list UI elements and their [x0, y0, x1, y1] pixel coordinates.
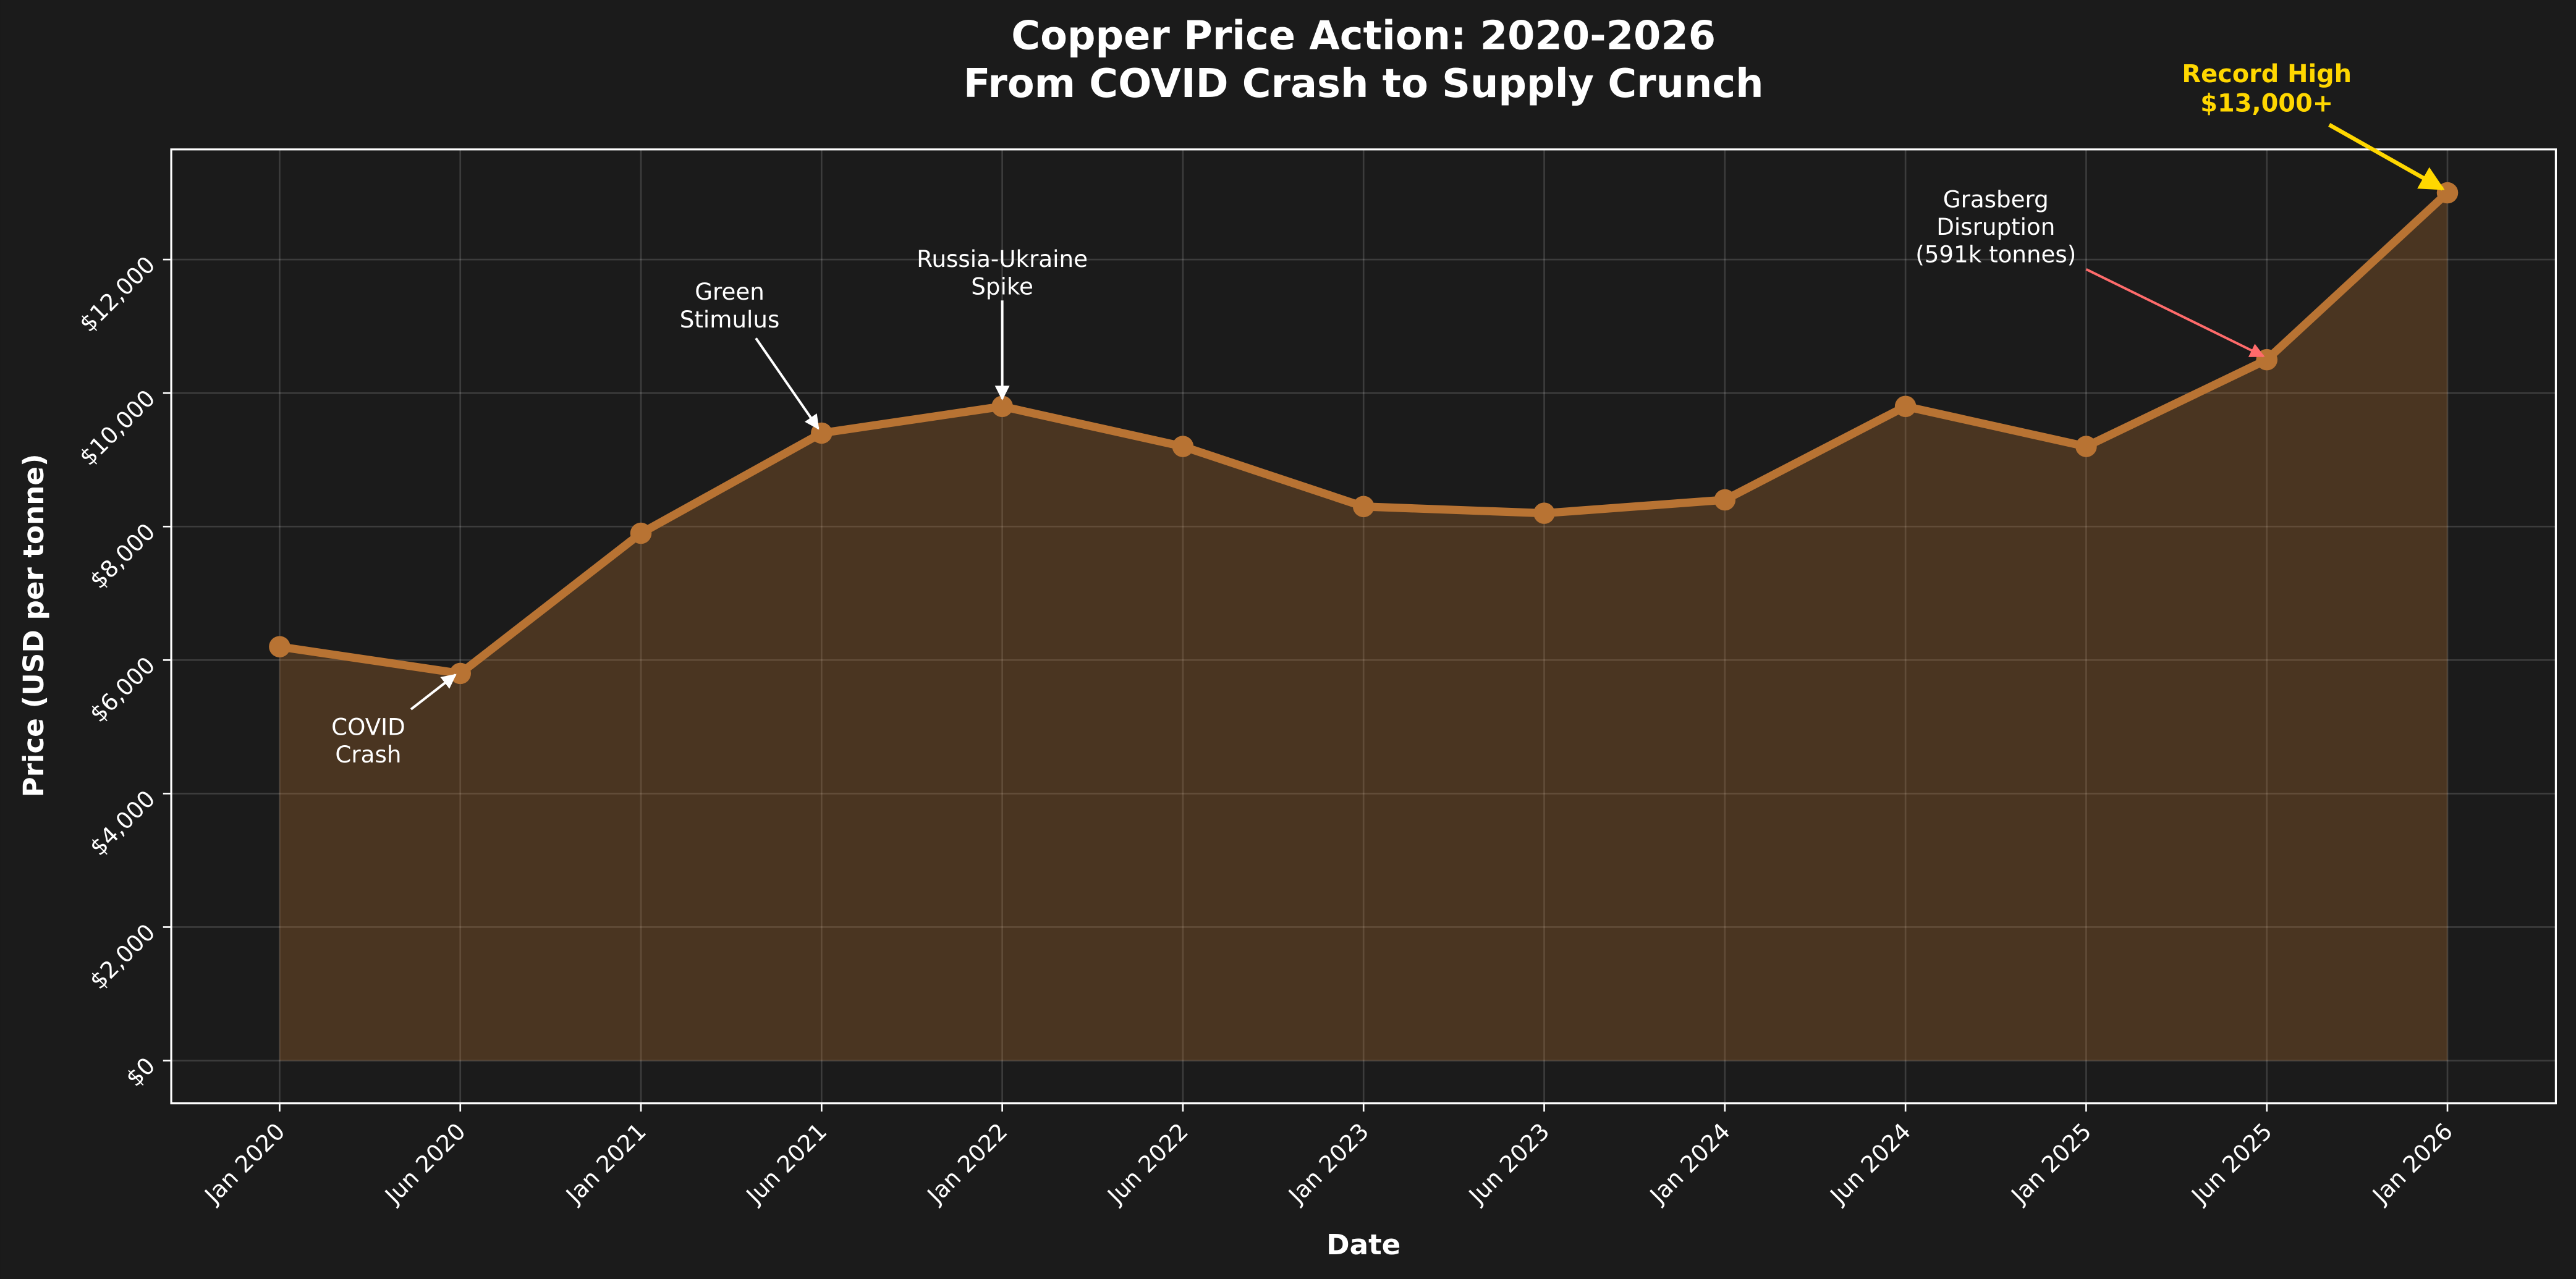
marker — [1894, 395, 1917, 418]
marker — [1172, 436, 1194, 457]
marker — [991, 395, 1013, 418]
marker — [630, 522, 652, 544]
annotation-arrow — [410, 673, 457, 711]
annotation: Grasberg Disruption (591k tonnes) — [1915, 185, 2076, 268]
annotation-arrow — [2328, 123, 2445, 191]
marker — [811, 422, 833, 444]
marker — [269, 636, 290, 657]
chart-title: Copper Price Action: 2020-2026 — [1011, 14, 1716, 59]
marker — [2075, 436, 2097, 457]
plot-frame — [170, 148, 2557, 1105]
annotation: Green Stimulus — [680, 278, 780, 333]
x-axis-label: Date — [1326, 1228, 1400, 1261]
annotation: Record High $13,000+ — [2182, 60, 2352, 118]
chart-subtitle: From COVID Crash to Supply Crunch — [964, 61, 1764, 107]
marker — [1714, 489, 1736, 511]
y-axis-label: Price (USD per tonne) — [17, 454, 50, 797]
annotation: Russia-Ukraine Spike — [917, 245, 1088, 300]
marker — [2256, 348, 2277, 371]
marker — [1533, 502, 1555, 524]
marker — [1352, 496, 1375, 518]
marker — [449, 662, 472, 685]
annotation-arrow — [2085, 268, 2265, 358]
annotation: COVID Crash — [331, 713, 405, 768]
annotation-arrow — [755, 337, 820, 430]
